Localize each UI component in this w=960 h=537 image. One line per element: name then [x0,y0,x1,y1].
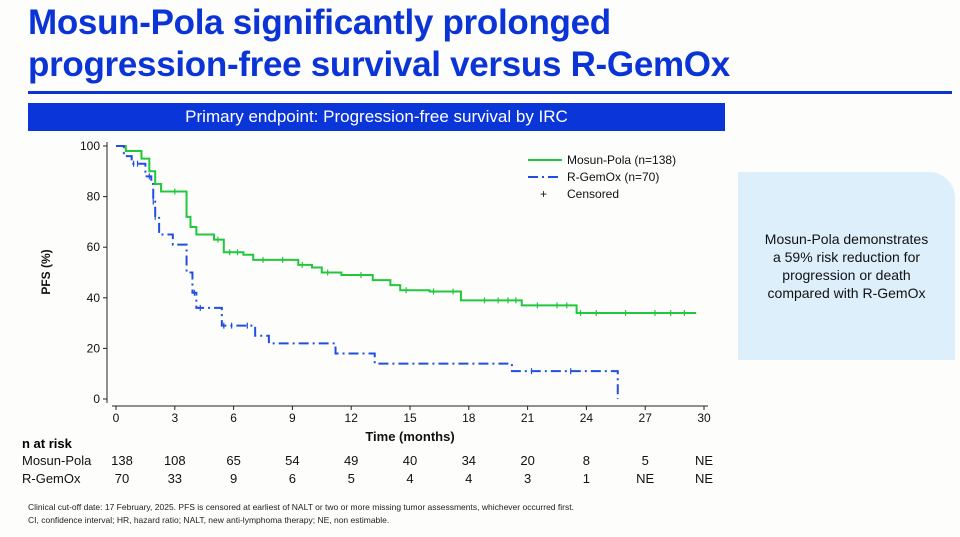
callout-text: Mosun-Pola demonstrates a 59% risk reduc… [764,231,929,301]
title-line-2: progression-free survival versus R-GemOx [28,45,730,84]
legend-label: Mosun-Pola (n=138) [567,153,676,167]
x-tick-label: 12 [345,411,359,425]
risk-row-label: R-GemOx [22,471,81,486]
risk-cell: 8 [582,453,590,468]
y-tick-label: 80 [87,190,101,204]
risk-cell: 40 [402,453,418,468]
x-tick-label: 24 [580,411,594,425]
risk-cell: NE [694,471,714,486]
risk-cell: 138 [111,453,133,468]
title-divider [28,91,952,94]
risk-cell: 33 [167,471,183,486]
y-tick-label: 60 [87,240,101,254]
y-tick-label: 20 [87,341,101,355]
legend-censor-symbol: + [540,187,547,201]
risk-table-header: n at risk [22,436,72,451]
x-tick-label: 3 [171,411,178,425]
slide-title: Mosun-Pola significantly prolonged progr… [28,2,730,86]
risk-cell: 108 [163,453,186,468]
x-axis-label: Time (months) [365,429,454,444]
km-curve-mosun-pola [116,145,697,314]
risk-cell: 9 [229,471,238,486]
legend-label: Censored [567,187,619,201]
x-tick-label: 9 [289,411,296,425]
risk-cell: 5 [347,471,355,486]
y-tick-label: 100 [80,139,100,153]
risk-cell: 4 [465,471,473,486]
risk-row-label: Mosun-Pola [22,453,92,468]
risk-cell: 49 [343,453,359,468]
x-tick-label: 27 [639,411,653,425]
y-tick-label: 40 [87,291,101,305]
footnote-1: Clinical cut-off date: 17 February, 2025… [28,502,574,512]
risk-cell: 3 [523,471,532,486]
x-tick-label: 15 [403,411,417,425]
km-curve-r-gemox [116,145,619,399]
x-tick-label: 18 [462,411,476,425]
risk-cell: NE [636,471,655,486]
risk-cell: 34 [461,453,477,468]
y-tick-label: 0 [93,392,100,406]
risk-cell: NE [694,453,714,468]
legend-label: R-GemOx (n=70) [567,170,659,184]
x-tick-label: 21 [521,411,535,425]
footnote-2: CI, confidence interval; HR, hazard rati… [28,515,390,525]
y-axis-label: PFS (%) [39,249,53,294]
risk-cell: 54 [285,453,300,468]
x-tick-label: 6 [230,411,237,425]
risk-cell: 4 [406,471,414,486]
x-tick-label: 0 [113,411,120,425]
risk-cell: 20 [520,453,535,468]
callout-box: Mosun-Pola demonstrates a 59% risk reduc… [738,172,955,360]
endpoint-banner: Primary endpoint: Progression-free survi… [28,103,725,131]
risk-cell: 1 [582,471,590,486]
title-line-1: Mosun-Pola significantly prolonged [28,3,611,42]
risk-cell: 5 [641,453,649,468]
x-tick-label: 30 [697,411,711,425]
risk-cell: 65 [226,453,241,468]
risk-cell: 70 [114,471,130,486]
risk-cell: 6 [288,471,296,486]
